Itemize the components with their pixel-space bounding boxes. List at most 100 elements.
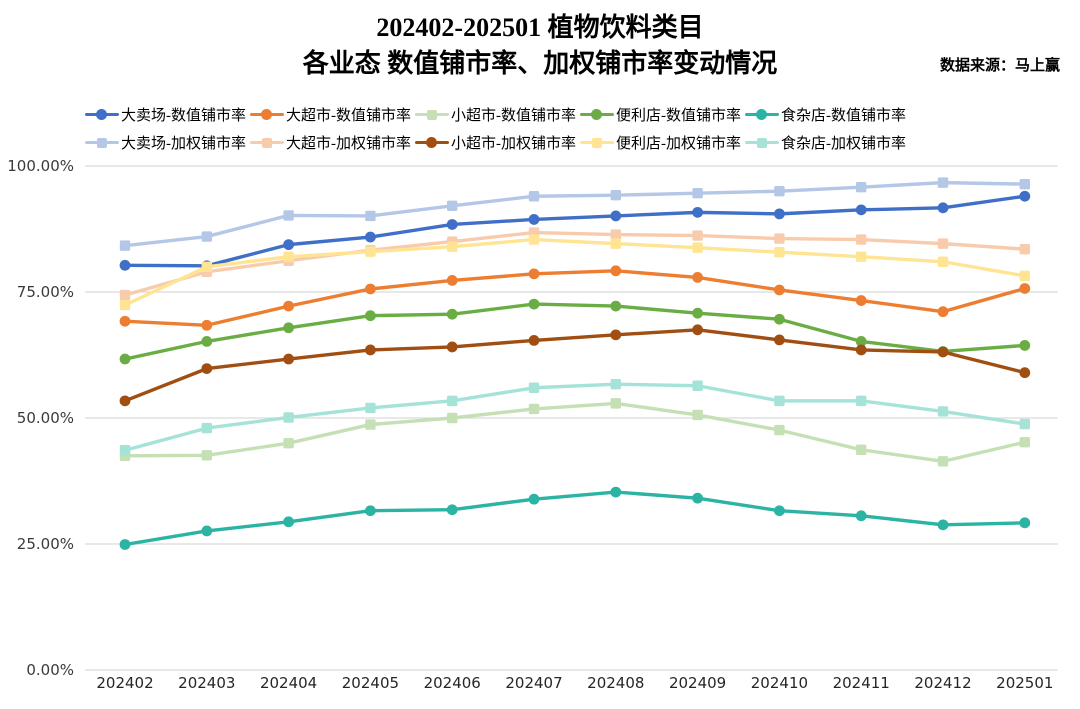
x-axis-tick-label: 202412: [914, 674, 971, 692]
legend-item-label: 食杂店-加权铺市率: [781, 136, 906, 152]
legend-line-circle-marker-icon: [85, 108, 119, 121]
data-point-square: [856, 395, 867, 407]
data-point-square: [692, 380, 703, 391]
data-point-circle: [855, 204, 867, 216]
series-line: [123, 194, 1027, 268]
data-point-square: [201, 450, 212, 461]
data-point-square: [119, 289, 131, 301]
data-point-square: [528, 403, 540, 415]
circle-icon: [426, 137, 437, 148]
series-line: [123, 230, 1027, 297]
data-point-circle: [283, 322, 294, 334]
data-point-circle: [1019, 517, 1031, 529]
legend-row-2: 大卖场-加权铺市率 大超市-加权铺市率 小超市-加权铺市率 便利店-加权铺市率 食杂店-…: [85, 132, 910, 153]
x-axis-tick-label: 202403: [178, 674, 235, 692]
legend-item: 大卖场-数值铺市率: [85, 104, 246, 125]
data-point-square: [447, 241, 458, 252]
data-point-square: [774, 233, 785, 244]
data-point-circle: [692, 492, 703, 504]
data-point-circle: [692, 206, 703, 218]
y-axis-tick-label: 50.00%: [17, 409, 74, 427]
series-line: [123, 302, 1027, 361]
data-point-square: [283, 210, 294, 221]
legend-item: 便利店-加权铺市率: [580, 132, 741, 153]
data-point-circle: [1019, 340, 1031, 351]
data-point-circle: [365, 344, 376, 356]
x-axis-tick-label: 202402: [96, 674, 153, 692]
data-point-square: [201, 231, 212, 242]
data-point-circle: [937, 306, 949, 318]
legend-item: 小超市-加权铺市率: [415, 132, 576, 153]
legend-item-label: 大卖场-数值铺市率: [121, 108, 246, 124]
data-point-circle: [692, 307, 703, 319]
data-point-circle: [528, 298, 540, 310]
data-point-square: [447, 200, 458, 212]
data-point-circle: [446, 308, 458, 320]
series-line: [123, 382, 1027, 452]
legend-item-label: 大卖场-加权铺市率: [121, 136, 246, 152]
data-point-circle: [692, 271, 703, 283]
data-point-square: [610, 379, 621, 390]
chart-title: 202402-202501 植物饮料类目 各业态 数值铺市率、加权铺市率变动情况: [0, 10, 1080, 82]
legend-item: 食杂店-数值铺市率: [745, 104, 906, 125]
data-point-square: [937, 238, 949, 249]
data-point-square: [610, 398, 621, 409]
y-axis-tick-label: 0.00%: [26, 661, 74, 679]
square-icon: [757, 138, 767, 148]
data-point-circle: [774, 334, 785, 346]
data-point-square: [119, 299, 131, 311]
data-point-square: [692, 230, 703, 241]
series-line: [123, 328, 1027, 403]
x-axis-tick-label: 202404: [260, 674, 317, 692]
data-point-square: [447, 395, 458, 407]
legend-item: 便利店-数值铺市率: [580, 104, 741, 125]
legend-item-label: 便利店-数值铺市率: [616, 108, 741, 124]
data-point-square: [119, 445, 131, 456]
data-point-square: [365, 246, 376, 257]
data-point-circle: [692, 324, 703, 336]
data-point-circle: [774, 208, 785, 220]
data-point-circle: [365, 505, 376, 517]
data-point-circle: [774, 284, 785, 296]
series-line: [123, 269, 1027, 327]
legend-line-circle-marker-icon: [745, 108, 779, 121]
data-point-circle: [446, 341, 458, 353]
data-point-square: [937, 406, 949, 417]
data-point-square: [528, 191, 540, 202]
data-point-circle: [365, 310, 376, 322]
data-point-square: [1019, 418, 1030, 430]
legend-line-square-marker-icon: [745, 136, 779, 149]
data-point-circle: [855, 510, 867, 522]
legend-item-label: 便利店-加权铺市率: [616, 136, 741, 152]
data-point-circle: [201, 525, 213, 537]
x-axis-tick-label: 202407: [505, 674, 562, 692]
data-point-circle: [283, 353, 294, 365]
data-point-circle: [201, 335, 213, 347]
chart-title-line2: 各业态 数值铺市率、加权铺市率变动情况: [302, 49, 778, 78]
circle-icon: [756, 109, 767, 120]
square-icon: [262, 138, 272, 148]
data-point-square: [692, 409, 703, 421]
x-axis-tick-label: 202409: [669, 674, 726, 692]
data-point-square: [692, 242, 703, 253]
legend-item: 食杂店-加权铺市率: [745, 132, 906, 153]
data-point-square: [365, 210, 376, 222]
data-point-square: [528, 382, 540, 393]
data-point-circle: [937, 519, 949, 531]
data-point-circle: [119, 539, 131, 550]
x-axis-tick-label: 202411: [833, 674, 890, 692]
data-point-circle: [119, 353, 131, 365]
data-point-square: [774, 424, 785, 436]
data-point-circle: [283, 516, 294, 528]
data-point-circle: [1019, 190, 1031, 202]
legend-item-label: 大超市-加权铺市率: [286, 136, 411, 152]
data-point-circle: [610, 329, 622, 341]
x-axis-tick-label: 202408: [587, 674, 644, 692]
legend-item-label: 小超市-加权铺市率: [451, 136, 576, 152]
data-point-square: [528, 234, 540, 245]
data-point-square: [119, 240, 131, 251]
square-icon: [592, 138, 602, 148]
data-point-circle: [283, 300, 294, 312]
x-axis-tick-label: 202501: [996, 674, 1053, 692]
data-point-square: [856, 234, 867, 245]
